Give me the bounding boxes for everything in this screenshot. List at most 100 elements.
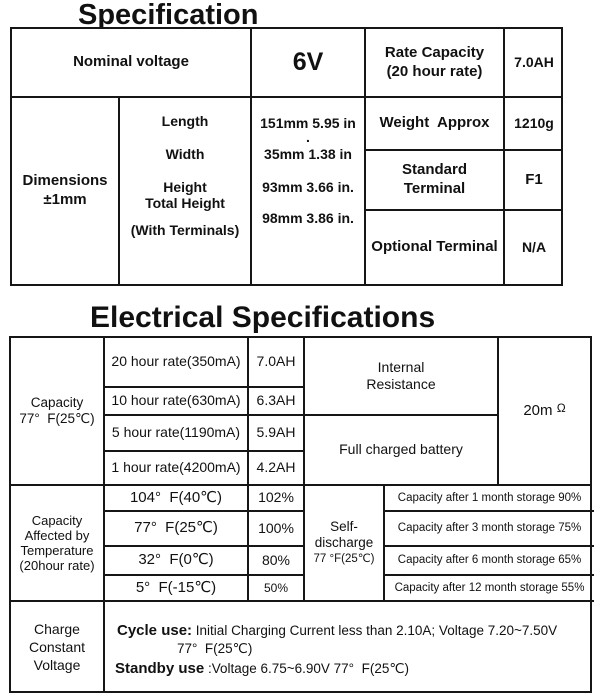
rate-capacity-value: 7.0AH (514, 53, 554, 70)
ohm-symbol: Ω (556, 401, 566, 416)
capacity-rate-1h: 1 hour rate(4200mA) (111, 459, 241, 476)
charge-header-line3: Voltage (33, 656, 81, 673)
weight-label-cell: Weight Approx (366, 98, 505, 151)
dimension-name-total-height: Total Height (145, 195, 225, 211)
capacity-header-cell: Capacity 77° F(25℃) (11, 338, 105, 486)
storage-12-month: Capacity after 12 month storage 55% (394, 581, 585, 594)
optional-terminal-value: N/A (521, 238, 547, 255)
internal-resistance-value: 20m Ω (523, 401, 565, 421)
storage-cell: Capacity after 1 month storage 90% (385, 486, 594, 512)
temp-77f: 77° F(25℃) (134, 519, 218, 537)
capacity-value-10h: 6.3AH (256, 392, 296, 409)
capacity-header-line1: Capacity (30, 395, 84, 410)
storage-1-month: Capacity after 1 month storage 90% (397, 491, 582, 504)
self-discharge-line2: discharge (314, 535, 374, 550)
standard-terminal-label-cell: Standard Terminal (366, 151, 505, 211)
weight-label: Weight Approx (379, 114, 490, 132)
capacity-value-cell: 4.2AH (249, 452, 305, 486)
optional-terminal-label-cell: Optional Terminal (366, 211, 505, 284)
temp-cell: 77° F(25℃) (105, 512, 249, 547)
storage-cell: Capacity after 12 month storage 55% (385, 576, 594, 602)
capacity-rate-cell: 1 hour rate(4200mA) (105, 452, 249, 486)
internal-resistance-line2: Resistance (366, 376, 436, 392)
temp-value-cell: 100% (249, 512, 305, 547)
specification-title: Specification (78, 0, 259, 31)
nominal-voltage-value: 6V (292, 47, 324, 76)
dimension-value-height: 93mm 3.66 in. (262, 179, 354, 195)
temp-cell: 5° F(-15℃) (105, 576, 249, 602)
temp-header-line3: Temperature (20, 543, 94, 558)
temp-value-cell: 80% (249, 547, 305, 576)
cycle-use-text: Initial Charging Current less than 2.10A… (192, 623, 558, 638)
electrical-specifications-title: Electrical Specifications (90, 301, 436, 334)
electrical-table: Capacity 77° F(25℃) 20 hour rate(350mA) … (9, 336, 594, 693)
self-discharge-cell: Self- discharge 77 °F(25℃) (305, 486, 385, 602)
self-discharge-line1: Self- (330, 519, 358, 534)
dimension-values-cell: 151mm 5.95 in . 35mm 1.38 in 93mm 3.66 i… (252, 98, 366, 284)
storage-cell: Capacity after 6 month storage 65% (385, 547, 594, 576)
rate-capacity-value-cell: 7.0AH (505, 29, 563, 98)
nominal-voltage-value-cell: 6V (252, 29, 366, 98)
nominal-voltage-label-cell: Nominal voltage (12, 29, 252, 98)
capacity-rate-cell: 20 hour rate(350mA) (105, 338, 249, 388)
rate-capacity-label-cell: Rate Capacity (20 hour rate) (366, 29, 505, 98)
dimensions-label: Dimensions (22, 172, 108, 190)
capacity-value-20h: 7.0AH (256, 353, 296, 370)
standard-terminal-label-line1: Standard (401, 161, 467, 179)
temperature-header-cell: Capacity Affected by Temperature (20hour… (11, 486, 105, 602)
standby-use-line: Standby use :Voltage 6.75~6.90V 77° F(25… (115, 660, 409, 678)
storage-3-month: Capacity after 3 month storage 75% (397, 522, 582, 535)
storage-cell: Capacity after 3 month storage 75% (385, 512, 594, 547)
temp-header-line1: Capacity (31, 513, 83, 528)
full-charged-battery-label: Full charged battery (339, 441, 463, 458)
dimension-value-length: 151mm 5.95 in (260, 115, 356, 131)
capacity-rate-5h: 5 hour rate(1190mA) (111, 424, 241, 441)
rate-capacity-label-line1: Rate Capacity (384, 43, 485, 61)
temp-value-cell: 50% (249, 576, 305, 602)
optional-terminal-label: Optional Terminal (371, 238, 498, 256)
capacity-rate-cell: 10 hour rate(630mA) (105, 388, 249, 416)
charge-header-line2: Constant (28, 638, 86, 655)
charge-text-cell: Cycle use: Initial Charging Current less… (105, 602, 594, 691)
cycle-use-label: Cycle use: (117, 622, 193, 639)
standby-use-label: Standby use (115, 660, 205, 677)
cycle-use-line: Cycle use: Initial Charging Current less… (117, 622, 557, 640)
nominal-voltage-label: Nominal voltage (73, 53, 189, 71)
temp-cell: 104° F(40℃) (105, 486, 249, 512)
dimension-value-width: 35mm 1.38 in (264, 146, 352, 162)
temp-value-77f: 100% (258, 519, 294, 536)
weight-value: 1210g (514, 114, 554, 131)
dimension-name-height: Height (163, 179, 207, 195)
capacity-value-cell: 5.9AH (249, 416, 305, 452)
temp-5f: 5° F(-15℃) (135, 578, 217, 596)
temp-32f: 32° F(0℃) (138, 551, 214, 569)
capacity-value-cell: 6.3AH (249, 388, 305, 416)
self-discharge-line3: 77 °F(25℃) (313, 553, 375, 565)
capacity-value-1h: 4.2AH (256, 459, 296, 476)
standard-terminal-label-line2: Terminal (403, 180, 466, 197)
temp-header-line2: Affected by (24, 528, 90, 543)
temp-value-104f: 102% (258, 489, 294, 506)
rate-capacity-label-line2: (20 hour rate) (386, 62, 483, 80)
dimensions-tolerance: ±1mm (43, 191, 87, 208)
dimension-name-with-terminals: (With Terminals) (130, 222, 240, 238)
capacity-header-line2: 77° F(25℃) (19, 411, 95, 426)
weight-value-cell: 1210g (505, 98, 563, 151)
storage-6-month: Capacity after 6 month storage 65% (397, 554, 582, 567)
temp-header-line4: (20hour rate) (19, 558, 95, 573)
resistance-number: 20m (523, 402, 553, 420)
specification-table: Nominal voltage 6V Rate Capacity (20 hou… (10, 27, 563, 286)
temp-value-cell: 102% (249, 486, 305, 512)
charge-header-line1: Charge (34, 620, 80, 637)
temp-104f: 104° F(40℃) (129, 488, 223, 506)
standard-terminal-value: F1 (525, 170, 543, 188)
internal-resistance-line1: Internal (377, 358, 425, 375)
dimensions-label-cell: Dimensions ±1mm (12, 98, 120, 284)
standard-terminal-value-cell: F1 (505, 151, 563, 211)
dimension-names-cell: Length Width Height Total Height (With T… (120, 98, 252, 284)
internal-resistance-cell: Internal Resistance (305, 338, 499, 416)
capacity-rate-cell: 5 hour rate(1190mA) (105, 416, 249, 452)
capacity-rate-10h: 10 hour rate(630mA) (111, 392, 241, 409)
temp-cell: 32° F(0℃) (105, 547, 249, 576)
